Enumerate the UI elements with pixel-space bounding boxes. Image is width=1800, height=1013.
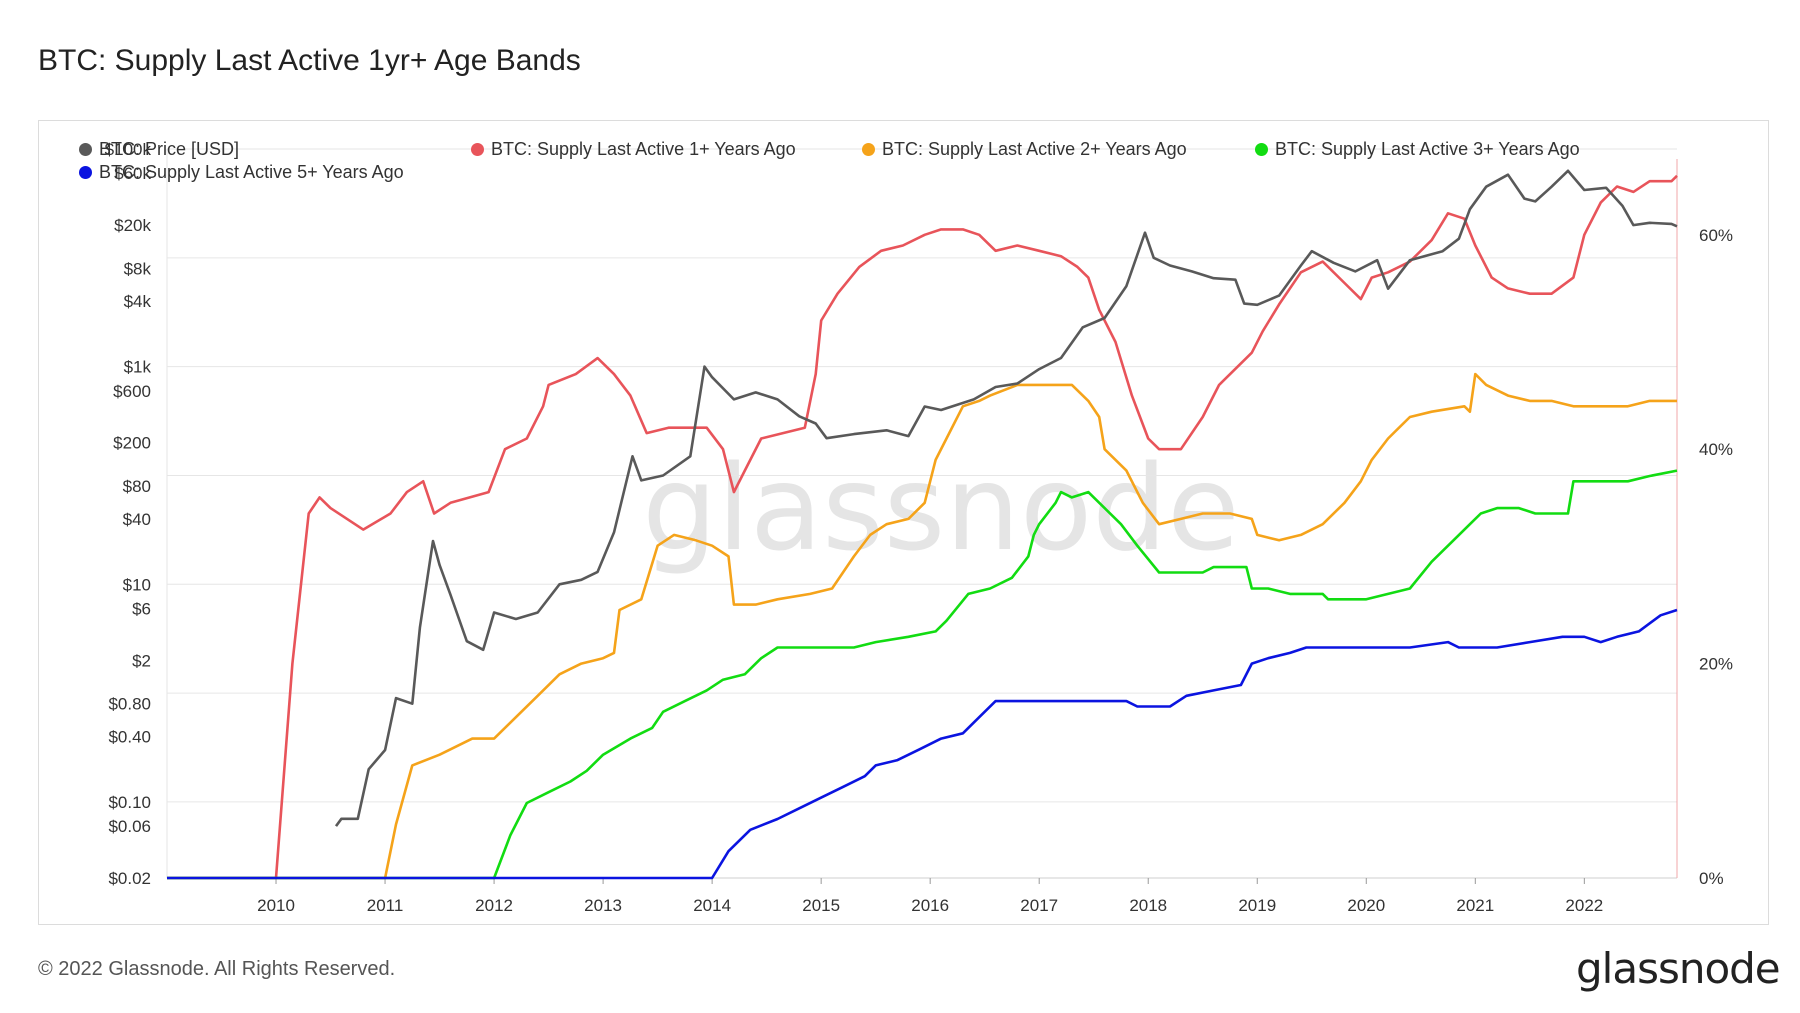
- legend-dot-icon: [862, 143, 875, 156]
- axes: 2010 2011 2012 2013 2014 2015 2016 2017 2018 2019…: [105, 140, 1733, 915]
- y-left-tick-label: $10: [123, 575, 151, 594]
- y-left-tick-label: $0.40: [108, 727, 151, 746]
- legend-item-4[interactable]: BTC: Supply Last Active 5+ Years Ago: [79, 162, 404, 183]
- y-left-tick-label: $100k: [105, 140, 152, 159]
- y-left-tick-label: $80: [123, 477, 151, 496]
- series-line-1: [167, 174, 1678, 880]
- x-tick-label: 2017: [1020, 896, 1058, 915]
- legend-label: BTC: Supply Last Active 5+ Years Ago: [99, 162, 404, 182]
- x-tick-label: 2021: [1456, 896, 1494, 915]
- y-left-tick-label: $40: [123, 510, 151, 529]
- legend-label: BTC: Price [USD]: [99, 139, 240, 159]
- y-left-tick-label: $0.06: [108, 817, 151, 836]
- x-tick-label: 2015: [802, 896, 840, 915]
- watermark: glassnode: [642, 439, 1239, 577]
- y-right-tick-label: 0%: [1699, 869, 1724, 888]
- series-line-0: [334, 169, 1678, 827]
- y-left-tick-label: $60k: [114, 164, 151, 183]
- y-left-tick-label: $4k: [124, 292, 152, 311]
- series-lines: [167, 169, 1678, 880]
- x-tick-label: 2019: [1238, 896, 1276, 915]
- x-tick-label: 2014: [693, 896, 731, 915]
- y-left-tick-label: $0.10: [108, 793, 151, 812]
- series-line-3: [167, 469, 1678, 880]
- series-line-4: [167, 608, 1678, 880]
- y-left-tick-label: $200: [113, 434, 151, 453]
- y-left-tick-label: $8k: [124, 259, 152, 278]
- y-right-tick-label: 20%: [1699, 655, 1733, 674]
- y-right-tick-label: 40%: [1699, 440, 1733, 459]
- series-line-2: [167, 372, 1677, 880]
- y-right-tick-label: 60%: [1699, 226, 1733, 245]
- legend-item-2[interactable]: BTC: Supply Last Active 2+ Years Ago: [862, 139, 1187, 160]
- x-tick-label: 2010: [257, 896, 295, 915]
- legend-dot-icon: [471, 143, 484, 156]
- legend-item-3[interactable]: BTC: Supply Last Active 3+ Years Ago: [1255, 139, 1580, 160]
- x-tick-label: 2022: [1565, 896, 1603, 915]
- legend-item-1[interactable]: BTC: Supply Last Active 1+ Years Ago: [471, 139, 796, 160]
- y-left-tick-label: $600: [113, 382, 151, 401]
- legend-dot-icon: [79, 143, 92, 156]
- legend-dot-icon: [79, 166, 92, 179]
- chart-svg: glassnode 2010 2011 2012 2013 2014 2015 2016 20…: [105, 140, 1733, 915]
- y-left-tick-label: $20k: [114, 216, 151, 235]
- x-tick-label: 2020: [1347, 896, 1385, 915]
- y-left-tick-label: $0.80: [108, 695, 151, 714]
- legend-dot-icon: [1255, 143, 1268, 156]
- x-tick-label: 2013: [584, 896, 622, 915]
- chart-panel: glassnode 2010 2011 2012 2013 2014 2015 2016 20…: [38, 120, 1769, 925]
- x-tick-label: 2012: [475, 896, 513, 915]
- y-left-tick-label: $0.02: [108, 869, 151, 888]
- legend-label: BTC: Supply Last Active 2+ Years Ago: [882, 139, 1187, 159]
- y-left-tick-label: $2: [132, 651, 151, 670]
- legend-label: BTC: Supply Last Active 3+ Years Ago: [1275, 139, 1580, 159]
- legend-label: BTC: Supply Last Active 1+ Years Ago: [491, 139, 796, 159]
- legend-item-0[interactable]: BTC: Price [USD]: [79, 139, 239, 160]
- copyright-text: © 2022 Glassnode. All Rights Reserved.: [38, 958, 396, 980]
- page-title: BTC: Supply Last Active 1yr+ Age Bands: [38, 44, 581, 77]
- x-tick-label: 2016: [911, 896, 949, 915]
- x-tick-label: 2011: [367, 896, 404, 915]
- x-tick-label: 2018: [1129, 896, 1167, 915]
- gridlines: [167, 148, 1677, 803]
- y-left-tick-label: $1k: [124, 358, 152, 377]
- y-left-tick-label: $6: [132, 599, 151, 618]
- brand-logo: glassnode: [1576, 944, 1781, 993]
